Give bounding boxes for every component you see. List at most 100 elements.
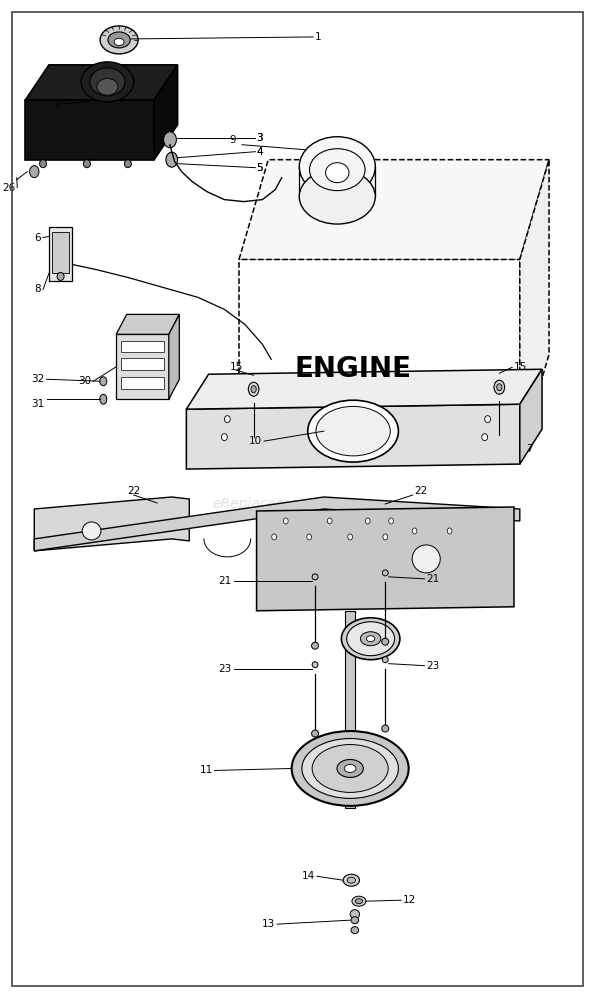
Text: 22: 22 [415,486,428,496]
Text: 1: 1 [315,32,322,42]
Ellipse shape [221,433,227,441]
Ellipse shape [312,574,318,580]
Text: 4: 4 [257,147,263,157]
Ellipse shape [272,534,277,540]
Text: 21: 21 [426,574,440,584]
Text: 21: 21 [219,576,232,586]
Polygon shape [121,358,164,370]
Ellipse shape [312,643,319,650]
Polygon shape [186,369,542,409]
Ellipse shape [485,416,490,423]
Text: 8: 8 [35,284,41,294]
Ellipse shape [447,528,452,534]
Text: 10: 10 [250,436,263,446]
Ellipse shape [412,528,417,534]
Ellipse shape [251,386,256,393]
Ellipse shape [350,910,359,918]
Polygon shape [52,232,70,273]
Ellipse shape [124,160,132,168]
Ellipse shape [382,657,388,663]
Ellipse shape [312,731,319,737]
Text: 9: 9 [230,135,236,145]
Text: 14: 14 [302,871,315,881]
Ellipse shape [348,534,352,540]
Ellipse shape [366,636,375,642]
Ellipse shape [342,618,400,660]
Text: 23: 23 [426,661,440,671]
Text: 15: 15 [514,362,527,372]
Ellipse shape [327,518,332,524]
Text: 12: 12 [403,895,416,905]
Ellipse shape [299,137,375,197]
Ellipse shape [30,166,39,178]
Ellipse shape [248,382,259,396]
Ellipse shape [81,62,134,102]
Text: 5: 5 [257,163,263,173]
Polygon shape [49,227,73,281]
Ellipse shape [166,153,178,168]
Polygon shape [257,507,514,611]
Text: 3: 3 [257,133,263,143]
Text: eReplacementParts.com: eReplacementParts.com [213,497,382,511]
Polygon shape [121,340,164,352]
Text: ENGINE: ENGINE [294,355,412,383]
Text: 5: 5 [257,163,263,173]
Ellipse shape [412,545,440,573]
Ellipse shape [100,26,138,54]
Ellipse shape [100,377,107,386]
Ellipse shape [348,877,355,883]
Text: 4: 4 [257,147,263,157]
Polygon shape [34,497,189,551]
Ellipse shape [345,764,356,772]
Ellipse shape [100,394,107,404]
Ellipse shape [365,518,370,524]
Text: 6: 6 [35,233,41,243]
Ellipse shape [299,169,375,225]
Polygon shape [239,160,549,259]
Ellipse shape [97,79,118,95]
Polygon shape [520,369,542,464]
Ellipse shape [40,160,47,168]
Ellipse shape [351,916,359,924]
Ellipse shape [307,534,312,540]
Ellipse shape [283,518,288,524]
Text: 15: 15 [230,362,242,372]
Ellipse shape [494,380,504,394]
Ellipse shape [337,759,363,777]
Ellipse shape [312,745,388,792]
Ellipse shape [90,68,125,96]
Polygon shape [25,100,154,160]
Polygon shape [25,65,178,100]
Polygon shape [34,497,520,551]
Ellipse shape [83,160,90,168]
Ellipse shape [82,522,101,540]
Ellipse shape [291,731,409,806]
Text: 32: 32 [31,374,45,384]
Ellipse shape [355,898,362,904]
Ellipse shape [382,570,388,576]
Polygon shape [345,611,355,808]
Ellipse shape [57,272,64,280]
Ellipse shape [308,400,398,462]
Polygon shape [239,259,520,454]
Polygon shape [116,314,179,334]
Ellipse shape [114,38,124,46]
Ellipse shape [312,662,318,668]
Ellipse shape [382,725,389,733]
Ellipse shape [302,739,398,798]
Ellipse shape [382,639,389,646]
Ellipse shape [108,32,130,48]
Ellipse shape [351,926,359,934]
Text: 11: 11 [199,765,212,775]
Ellipse shape [326,163,349,183]
Text: 30: 30 [78,376,91,386]
Ellipse shape [497,384,502,391]
Polygon shape [520,160,549,454]
Text: 13: 13 [262,919,276,929]
Ellipse shape [347,622,395,656]
Ellipse shape [343,874,359,886]
Text: 22: 22 [127,486,140,496]
Ellipse shape [310,149,365,191]
Ellipse shape [482,433,487,441]
Text: 7: 7 [526,444,532,454]
